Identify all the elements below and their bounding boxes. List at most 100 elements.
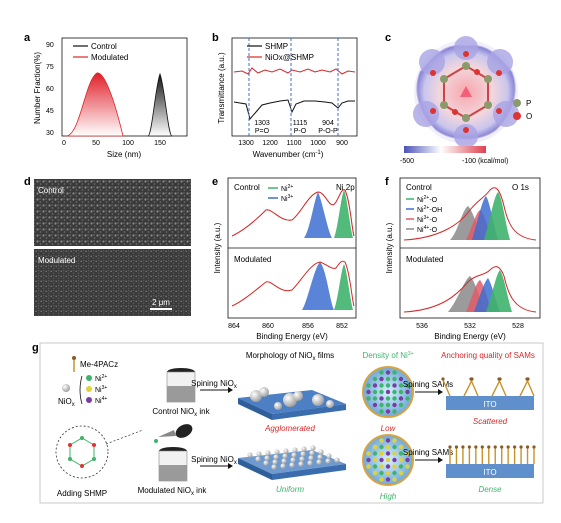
f-xtick: 532 [464, 323, 476, 330]
b-xtick: 1100 [286, 140, 301, 147]
a-xtick: 50 [92, 140, 100, 147]
a-ylabel: Number Fraction(%) [33, 52, 42, 124]
f-control-ni2o [484, 192, 510, 240]
label-scattered: Scattered [473, 417, 508, 426]
sam-head [474, 445, 478, 449]
b-xtick: 900 [336, 140, 348, 147]
modulated-ink-vial-icon [158, 447, 188, 482]
nio-particle [334, 457, 340, 463]
panel-label-c: c [385, 32, 391, 44]
ni-ion-dot [385, 402, 391, 408]
nio-particle [326, 453, 332, 459]
sam-head [525, 377, 529, 381]
panel-g-schematic: Me-4PACz NiOx Ni2+ Ni3+ Ni4+ Adding SHMP… [39, 342, 544, 504]
scattered-sams-substrate: ITO [441, 377, 535, 410]
ni-ion-dot [372, 470, 378, 476]
nio-particle [265, 450, 271, 456]
ni2-legend: Ni2+ [95, 374, 107, 383]
agglomerated-film [238, 387, 346, 420]
f-mod-ni2o [486, 270, 512, 312]
uniform-film [238, 445, 346, 480]
sam-molecule [463, 379, 473, 397]
spin-nio-top: Spining NiOx [191, 379, 237, 390]
uniform-particles [247, 445, 340, 470]
f-legend-0: Ni2+-O [417, 195, 438, 204]
modulated-distribution [65, 72, 124, 137]
a-xlabel: Size (nm) [107, 150, 142, 159]
sam-molecule [498, 379, 507, 397]
ni-ion-dot [392, 438, 397, 443]
panel-label-f: f [385, 176, 389, 188]
atom-label-o: O [526, 112, 532, 121]
ni-ion-dot [392, 370, 397, 375]
nio-particle [263, 460, 269, 466]
ni-ion-dot [379, 383, 384, 388]
a-ytick: 90 [46, 42, 54, 49]
ni-ion-dot [385, 470, 391, 476]
panel-d-sem: Control Modulated 2 μm [34, 179, 191, 316]
ni-ion-dot [385, 396, 391, 401]
ni-ion-dot [366, 464, 371, 469]
control-ink-label: Control NiOx ink [152, 407, 210, 418]
ni3-legend: Ni3+ [95, 385, 107, 394]
sam-head [441, 377, 445, 381]
legend-control: Control [91, 42, 117, 51]
ni-ion-dot [385, 383, 391, 388]
f-xtick: 528 [512, 323, 524, 330]
e-title: Ni 2p [336, 183, 355, 192]
ni2-dot [86, 375, 92, 381]
nio-particle [291, 452, 297, 458]
ni-ion-dot [372, 389, 378, 395]
ni-ion-dot [392, 444, 397, 450]
e-control-fit [231, 189, 355, 237]
ni-ion-dot [398, 457, 404, 463]
ni-ion-dot [398, 376, 404, 382]
ni-ion-dot [392, 389, 397, 395]
ni-ion-dot [398, 383, 404, 388]
ni-ion-dot [366, 396, 371, 401]
ni-ion-dot [392, 451, 397, 456]
f-control-fit [403, 187, 537, 241]
sam-head [454, 445, 459, 449]
ni-ion-dot [398, 451, 404, 456]
panel-c-esp: P O -500 -100 (kcal/mol) [400, 36, 532, 165]
e-legend-ni3: Ni3+ [281, 194, 293, 203]
me4pacz-molecule-icon [72, 356, 76, 372]
sam-molecule [519, 379, 529, 397]
ni-ion-dot [366, 383, 371, 388]
label-high: High [380, 492, 397, 501]
header-anchoring: Anchoring quality of SAMs [441, 351, 535, 360]
sam-head [497, 377, 501, 381]
nio-particle [255, 456, 261, 462]
ni-ion-dot [392, 464, 397, 469]
ni-ion-dot [379, 470, 384, 476]
ni-ion-dot [385, 376, 391, 382]
sam-head [519, 445, 523, 449]
ni-ion-dot [405, 389, 410, 395]
sem-modulated-label: Modulated [38, 256, 75, 265]
sam-head [487, 445, 491, 449]
peak-1303-value: 1303 [254, 120, 270, 127]
nio-particle [280, 463, 286, 469]
sam-molecule [442, 379, 451, 397]
me4pacz-label: Me-4PACz [80, 360, 118, 369]
ni-ion-dot [385, 444, 391, 450]
atom-label-p: P [526, 99, 531, 108]
ni-ion-dot [405, 383, 410, 388]
shmp-spectrum [233, 99, 355, 121]
sam-head [493, 445, 497, 449]
ni-ion-dot [385, 457, 391, 463]
ni-ion-dot [392, 402, 397, 408]
spin-sams-top: Spining SAMs [403, 380, 453, 389]
panel-a-frame [61, 37, 188, 137]
b-xtick: 1300 [238, 140, 254, 147]
nio-particle [310, 445, 316, 451]
panel-g-frame [39, 342, 544, 504]
b-ylabel: Transmittance (a.u.) [217, 52, 226, 124]
b-xtick: 1000 [310, 140, 326, 147]
nio-particle [281, 458, 287, 464]
e-ylabel: Intensity (a.u.) [213, 222, 222, 273]
peak-1115-value: 1115 [293, 120, 308, 127]
a-xtick: 150 [154, 140, 166, 147]
